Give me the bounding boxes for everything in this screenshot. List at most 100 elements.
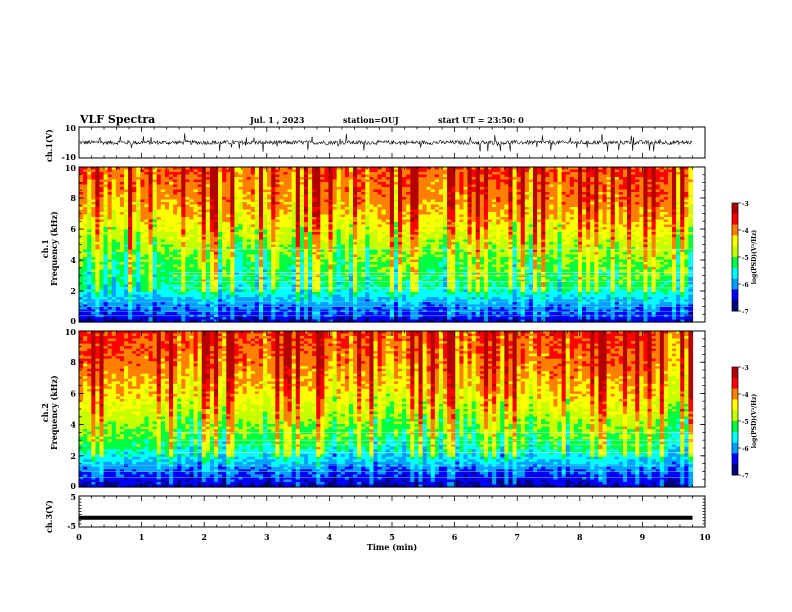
- ch1-cell: [459, 177, 465, 181]
- ch1-cell: [479, 239, 485, 243]
- ch1-cell: [344, 219, 350, 223]
- ch1-cell: [598, 239, 604, 243]
- ch1-cell: [573, 197, 579, 201]
- ch1-cell: [602, 202, 608, 206]
- ch1-cell: [537, 177, 542, 181]
- ch1-cell: [389, 237, 395, 241]
- ch1-cell: [557, 244, 563, 248]
- ch1-cell: [193, 224, 199, 228]
- ch1-cell: [99, 214, 105, 218]
- ch1-cell: [234, 207, 240, 211]
- ch1-cell: [680, 227, 685, 231]
- ch1-cell: [168, 222, 174, 226]
- ch1-cell: [316, 212, 321, 216]
- ch1-cell: [528, 174, 534, 178]
- ch1-cell: [99, 209, 105, 213]
- ch1-cell: [205, 239, 211, 243]
- ch1-cell: [91, 239, 96, 243]
- ch1-cell: [189, 204, 195, 208]
- ch1-cell: [275, 232, 280, 236]
- ch1-cell: [197, 169, 203, 173]
- ch1-cell: [181, 232, 186, 236]
- ch1-cell: [234, 244, 240, 248]
- ch1-cell: [573, 237, 579, 241]
- ch1-cell: [148, 204, 154, 208]
- ch1-cell: [402, 209, 407, 213]
- ch1-cell: [418, 229, 424, 233]
- ch1-cell: [614, 169, 620, 173]
- ch1-cell: [389, 197, 395, 201]
- ch1-cell: [569, 232, 575, 236]
- ch1-cell: [639, 209, 644, 213]
- ch1-cell: [128, 189, 133, 193]
- ch1-cell: [512, 184, 518, 188]
- ch1-cell: [483, 197, 489, 201]
- ch1-cell: [410, 239, 415, 243]
- ch1-cell: [242, 214, 248, 218]
- ch1-cell: [663, 234, 669, 238]
- ch1-cell: [213, 172, 219, 176]
- ch1-cell: [418, 242, 424, 246]
- ch1-cell: [393, 167, 399, 171]
- ch1-cell: [308, 194, 313, 198]
- ch1-cell: [316, 237, 321, 241]
- ch1-cell: [111, 199, 117, 203]
- ch1-cell: [91, 197, 96, 201]
- ch1-cell: [91, 177, 96, 181]
- ch1-cell: [181, 219, 186, 223]
- ch1-cell: [659, 179, 665, 183]
- ch1-cell: [328, 227, 334, 231]
- ch1-cell: [128, 232, 133, 236]
- ch1-cell: [373, 197, 379, 201]
- ch1-cell: [385, 242, 391, 246]
- ch1-cell: [455, 197, 460, 201]
- ch1-cell: [475, 232, 481, 236]
- ch1-cell: [107, 169, 113, 173]
- ch1-cell: [402, 182, 407, 186]
- ch1-cell: [87, 199, 92, 203]
- ch1-cell: [344, 192, 350, 196]
- ch1-cell: [144, 242, 150, 246]
- ch1-cell: [393, 207, 399, 211]
- ch1-cell: [443, 202, 448, 206]
- ch1-cell: [336, 229, 342, 233]
- ch1-cell: [242, 177, 248, 181]
- ch1-cell: [422, 232, 428, 236]
- ch1-cell: [91, 167, 96, 171]
- ch1-cell: [123, 187, 129, 191]
- ch1-cell: [312, 184, 317, 188]
- ch1-cell: [483, 237, 489, 241]
- ch1-cell: [549, 182, 555, 186]
- ch1-cell: [545, 227, 550, 231]
- ch1-cell: [414, 184, 420, 188]
- ch1-cell: [348, 232, 354, 236]
- ch1-cell: [463, 194, 469, 198]
- ch1-cell: [647, 194, 653, 198]
- ch1-cell: [655, 212, 661, 216]
- ch1-cell: [471, 187, 477, 191]
- ch1-cell: [209, 207, 215, 211]
- ch1-cell: [659, 187, 665, 191]
- ch1-cell: [185, 194, 191, 198]
- ch1-cell: [213, 214, 219, 218]
- ch1-cell: [111, 212, 117, 216]
- ch1-cell: [508, 179, 514, 183]
- ch1-cell: [393, 189, 399, 193]
- ch1-cell: [381, 212, 387, 216]
- ch1-cell: [119, 197, 125, 201]
- ch1-cell: [295, 167, 301, 171]
- ch1-cell: [177, 169, 182, 173]
- ch1-cell: [156, 214, 162, 218]
- ch1-cell: [512, 174, 518, 178]
- ch1-cell: [672, 199, 677, 203]
- ch1-cell: [426, 214, 432, 218]
- ch1-cell: [602, 244, 608, 248]
- ch1-cell: [271, 237, 276, 241]
- ch1-cell: [463, 177, 469, 181]
- ch1-cell: [438, 177, 444, 181]
- ch1-cell: [524, 167, 530, 171]
- ch1-cell: [340, 212, 346, 216]
- ch1-cell: [635, 189, 640, 193]
- ch1-cell: [91, 172, 96, 176]
- ch1-cell: [557, 184, 563, 188]
